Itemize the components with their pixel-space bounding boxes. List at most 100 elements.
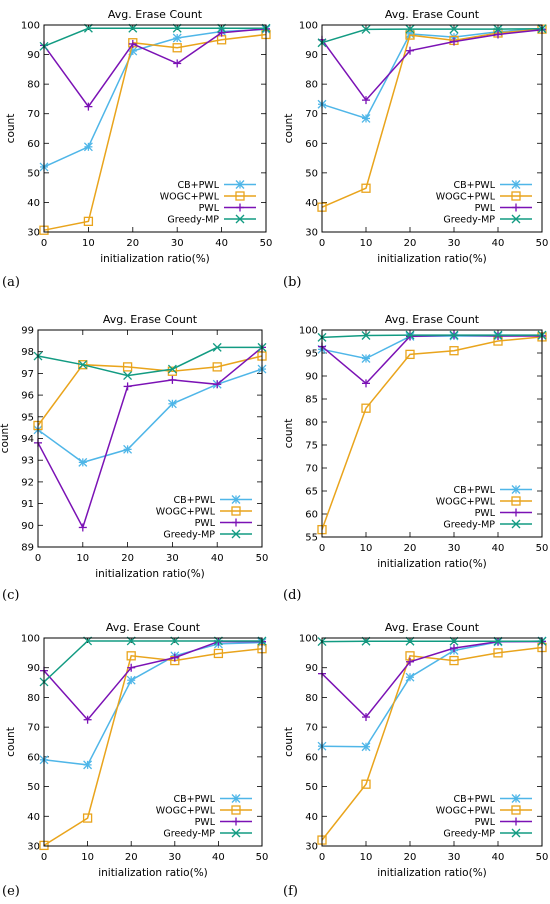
series-line: [37, 346, 262, 377]
data-point: [493, 648, 503, 658]
panel-label: (e): [2, 884, 20, 899]
data-point: [128, 39, 137, 48]
data-point: [82, 813, 93, 823]
legend-entry-greedy-mp: Greedy-MP: [443, 829, 532, 840]
legend-label: WOGC+PWL: [436, 192, 496, 203]
y-tick-label: 93: [21, 456, 34, 467]
legend-entry-pwl: PWL: [475, 203, 532, 214]
y-tick-label: 40: [305, 812, 318, 823]
series-cb-pwl: [39, 24, 271, 172]
legend-entry-wogc-pwl: WOGC+PWL: [156, 506, 252, 518]
data-point: [406, 46, 414, 55]
series-line: [321, 334, 542, 339]
legend-marker: [231, 805, 241, 815]
legend-entry-greedy-mp: Greedy-MP: [163, 829, 252, 840]
y-tick-label: 90: [21, 521, 34, 532]
legend-label: PWL: [195, 817, 216, 828]
panel-label: (c): [2, 588, 19, 603]
data-point: [123, 444, 133, 454]
x-tick-label: 0: [319, 852, 325, 863]
y-tick-label: 90: [305, 50, 318, 61]
data-point: [449, 346, 459, 356]
x-tick-label: 20: [121, 553, 134, 564]
legend-marker: [511, 794, 521, 803]
x-tick-label: 40: [492, 238, 505, 249]
y-tick-label: 70: [305, 723, 318, 734]
data-point: [405, 24, 415, 34]
x-tick-label: 40: [215, 238, 228, 249]
series-line: [321, 334, 543, 360]
legend-entry-cb-pwl: CB+PWL: [173, 794, 252, 805]
x-tick-label: 20: [404, 238, 417, 249]
series-line: [321, 640, 542, 719]
panel-label: (b): [283, 275, 301, 290]
chart-title: Avg. Erase Count: [385, 621, 480, 634]
y-tick-label: 50: [305, 168, 318, 179]
series-line: [321, 336, 543, 530]
legend-marker: [232, 817, 240, 826]
data-point: [405, 636, 415, 646]
series-line: [321, 334, 542, 385]
plot-frame: [43, 24, 267, 233]
x-tick-label: 20: [126, 238, 139, 249]
data-point: [217, 23, 227, 33]
data-point: [361, 183, 371, 193]
data-point: [123, 382, 132, 391]
data-point: [167, 399, 177, 409]
panel-label: (d): [283, 588, 301, 603]
y-tick-label: 95: [305, 349, 318, 360]
x-tick-label: 20: [125, 852, 138, 863]
plot-frame: [37, 329, 263, 548]
series-line: [321, 28, 543, 208]
data-point: [362, 713, 370, 722]
data-point: [362, 379, 370, 388]
chart-title: Avg. Erase Count: [385, 313, 480, 326]
y-tick-label: 60: [27, 139, 40, 150]
data-point: [361, 354, 371, 363]
data-point: [83, 23, 93, 33]
series-line: [321, 646, 543, 841]
y-axis-label: count: [283, 114, 295, 144]
y-tick-label: 96: [21, 391, 34, 402]
x-tick-label: 40: [492, 543, 505, 554]
plot-frame: [321, 637, 543, 847]
legend-marker: [231, 495, 241, 504]
data-point: [172, 33, 182, 43]
chart-panel-3: Avg. Erase Count 89 90 91 92 93 94 95 96 97 98 99 0 1…: [0, 313, 268, 603]
chart-title: Avg. Erase Count: [108, 8, 203, 21]
series-line: [37, 368, 263, 464]
data-point: [494, 331, 502, 340]
chart-panel-2: Avg. Erase Count 30 40 50 60 70 80 90 100 0 10 20 30…: [283, 8, 548, 290]
x-tick-label: 50: [536, 543, 549, 554]
legend-label: Greedy-MP: [167, 215, 219, 226]
data-point: [172, 23, 182, 33]
legend-entry-greedy-mp: Greedy-MP: [443, 215, 532, 226]
series-greedy-mp: [39, 23, 271, 51]
y-axis-label: count: [5, 114, 17, 144]
data-point: [78, 360, 88, 370]
legend-marker: [511, 180, 521, 189]
x-axis-label: initialization ratio(%): [377, 253, 487, 265]
x-tick-label: 20: [404, 852, 417, 863]
legend-entry-pwl: PWL: [195, 518, 252, 529]
legend-entry-greedy-mp: Greedy-MP: [443, 520, 532, 531]
legend-marker: [511, 496, 521, 506]
series-line: [321, 27, 543, 120]
legend-label: PWL: [199, 203, 220, 214]
x-tick-label: 0: [319, 238, 325, 249]
x-tick-label: 50: [256, 852, 269, 863]
legend-entry-pwl: PWL: [475, 508, 532, 519]
legend-label: WOGC+PWL: [160, 192, 220, 203]
x-tick-label: 50: [536, 852, 549, 863]
series-line: [321, 28, 543, 102]
series-greedy-mp: [39, 636, 267, 687]
y-tick-label: 100: [299, 21, 318, 32]
y-tick-label: 90: [27, 663, 40, 674]
data-point: [406, 657, 414, 666]
series-line: [43, 640, 262, 721]
legend-label: CB+PWL: [453, 485, 495, 496]
data-point: [78, 523, 87, 532]
series-line: [43, 641, 263, 766]
legend-entry-cb-pwl: CB+PWL: [453, 794, 532, 805]
data-point: [78, 360, 88, 370]
